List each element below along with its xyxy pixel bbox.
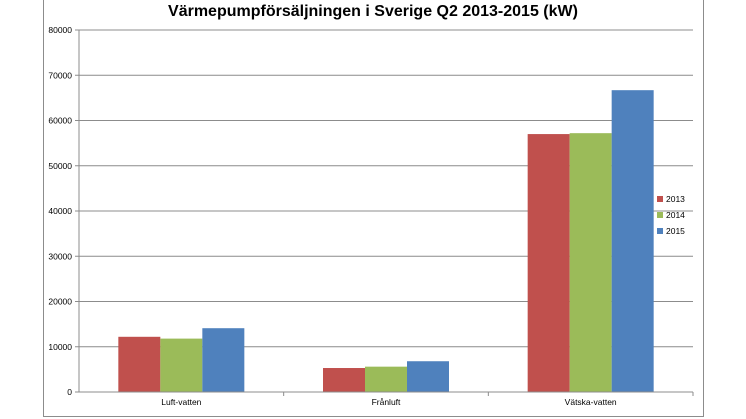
- bar: [118, 336, 161, 392]
- bar: [569, 133, 612, 393]
- y-tick-label: 30000: [48, 251, 72, 261]
- y-tick-label: 50000: [48, 161, 72, 171]
- legend-label: 2013: [666, 194, 685, 204]
- bars: [118, 90, 654, 393]
- bar: [365, 366, 407, 392]
- bar: [323, 368, 365, 392]
- y-tick-label: 70000: [48, 70, 72, 80]
- y-tick-label: 0: [67, 387, 72, 397]
- legend-label: 2014: [666, 210, 685, 220]
- legend-swatch: [657, 228, 663, 234]
- y-tick-label: 80000: [48, 25, 72, 35]
- bar: [202, 328, 245, 392]
- x-category-label: Frånluft: [372, 397, 401, 407]
- x-category-labels: Luft-vatten Frånluft Vätska-vatten: [161, 397, 617, 407]
- y-tick-label: 40000: [48, 206, 72, 216]
- axes: [75, 29, 694, 396]
- legend-swatch: [657, 212, 663, 218]
- legend-label: 2015: [666, 226, 685, 236]
- x-category-label: Luft-vatten: [161, 397, 201, 407]
- bar: [160, 338, 203, 392]
- y-tick-labels: 0 10000 20000 30000 40000 50000 60000 70000 8000…: [48, 25, 72, 397]
- y-tick-label: 10000: [48, 342, 72, 352]
- y-tick-label: 60000: [48, 116, 72, 126]
- chart-title: Värmepumpförsäljningen i Sverige Q2 2013…: [168, 3, 578, 20]
- bar: [407, 361, 449, 392]
- legend-swatch: [657, 196, 663, 202]
- y-tick-label: 20000: [48, 297, 72, 307]
- bar: [527, 134, 570, 392]
- x-category-label: Vätska-vatten: [565, 397, 617, 407]
- legend: 2013 2014 2015: [657, 194, 685, 236]
- bar: [611, 90, 654, 393]
